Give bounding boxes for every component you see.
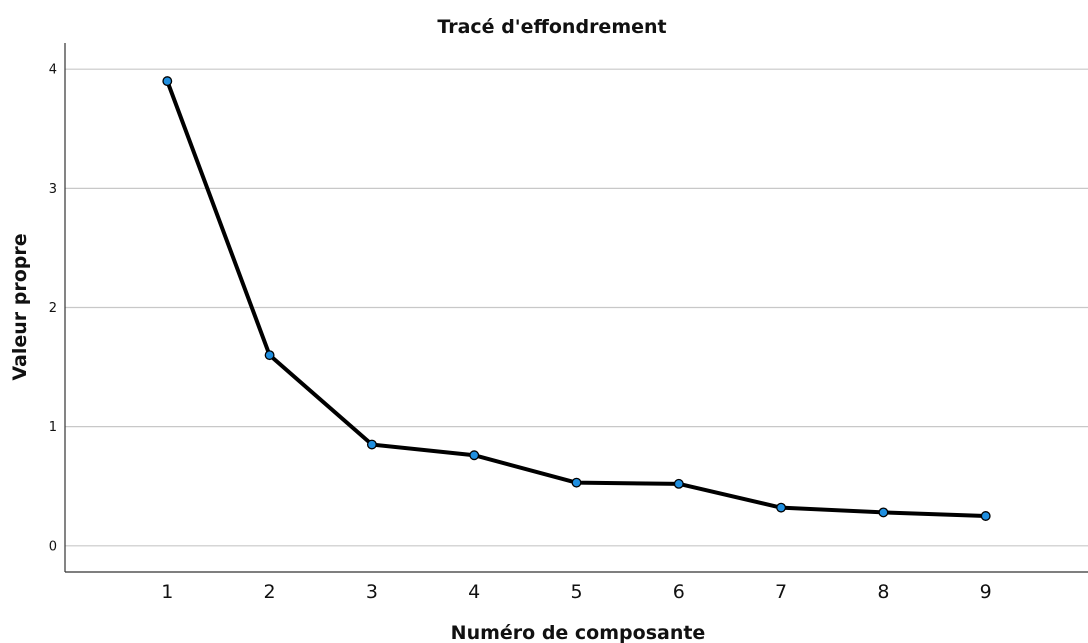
data-point-4 — [469, 450, 480, 461]
y-tick-labels: 0 1 2 3 4 — [49, 63, 57, 555]
x-axis-title: Numéro de composante — [451, 622, 706, 643]
x-tick-label: 7 — [775, 581, 787, 603]
x-tick-label: 5 — [570, 581, 582, 603]
y-tick-label: 3 — [49, 182, 57, 197]
chart-title: Tracé d'effondrement — [437, 16, 666, 38]
x-tick-label: 4 — [468, 581, 480, 603]
data-point-2 — [264, 350, 275, 361]
x-tick-label: 8 — [877, 581, 889, 603]
x-tick-label: 3 — [366, 581, 378, 603]
axes — [64, 43, 1088, 573]
data-point-1 — [162, 76, 173, 87]
data-point-6 — [673, 478, 684, 489]
y-tick-label: 2 — [49, 301, 57, 316]
x-tick-label: 6 — [673, 581, 685, 603]
series-line — [165, 79, 988, 519]
gridlines — [65, 68, 1088, 547]
y-tick-label: 0 — [49, 539, 57, 554]
data-point-5 — [571, 477, 582, 488]
x-tick-label: 2 — [264, 581, 276, 603]
data-series — [162, 76, 991, 521]
x-tick-labels: 1 2 3 4 5 6 7 8 9 — [161, 581, 991, 603]
y-tick-label: 4 — [49, 63, 57, 78]
data-point-3 — [366, 439, 377, 450]
y-axis-title: Valeur propre — [9, 233, 31, 380]
x-tick-label: 9 — [980, 581, 992, 603]
data-point-7 — [776, 502, 787, 513]
y-tick-label: 1 — [49, 420, 57, 435]
x-tick-label: 1 — [161, 581, 173, 603]
data-point-9 — [980, 511, 991, 521]
data-point-8 — [878, 507, 889, 518]
